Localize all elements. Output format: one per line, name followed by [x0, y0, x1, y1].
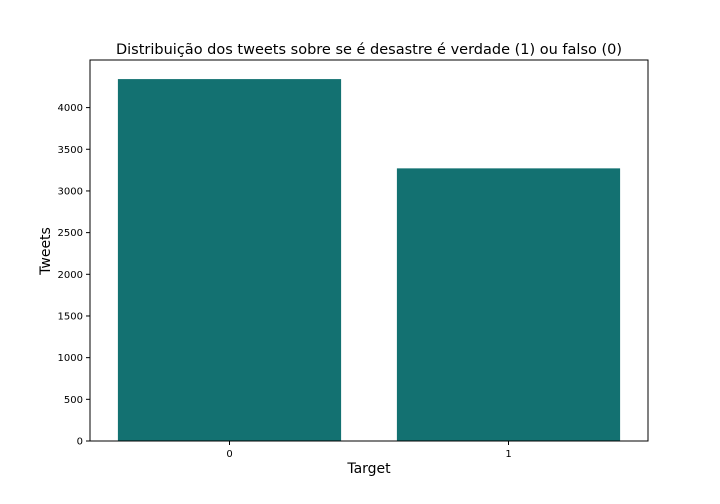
y-tick-label: 3000 — [58, 186, 83, 197]
y-tick-label: 3500 — [58, 145, 83, 156]
bar-1 — [396, 168, 621, 441]
y-tick-label: 500 — [64, 395, 83, 406]
bar-group — [117, 79, 621, 441]
x-tick-label: 1 — [505, 449, 511, 460]
y-tick-label: 2000 — [58, 270, 83, 281]
x-axis-label: Target — [346, 461, 391, 477]
y-axis-label: Tweets — [38, 227, 54, 276]
y-tick-label: 0 — [77, 437, 83, 448]
bar-0 — [117, 79, 342, 441]
y-tick-label: 2500 — [58, 228, 83, 239]
y-tick-label: 1000 — [58, 353, 83, 364]
chart-title: Distribuição dos tweets sobre se é desas… — [116, 42, 622, 58]
y-tick-label: 4000 — [58, 103, 83, 114]
y-tick-label: 1500 — [58, 311, 83, 322]
y-axis: 0 500 1000 1500 2000 2500 3000 3500 4000 — [58, 103, 90, 448]
x-tick-label: 0 — [226, 449, 232, 460]
plot-frame — [89, 59, 649, 442]
